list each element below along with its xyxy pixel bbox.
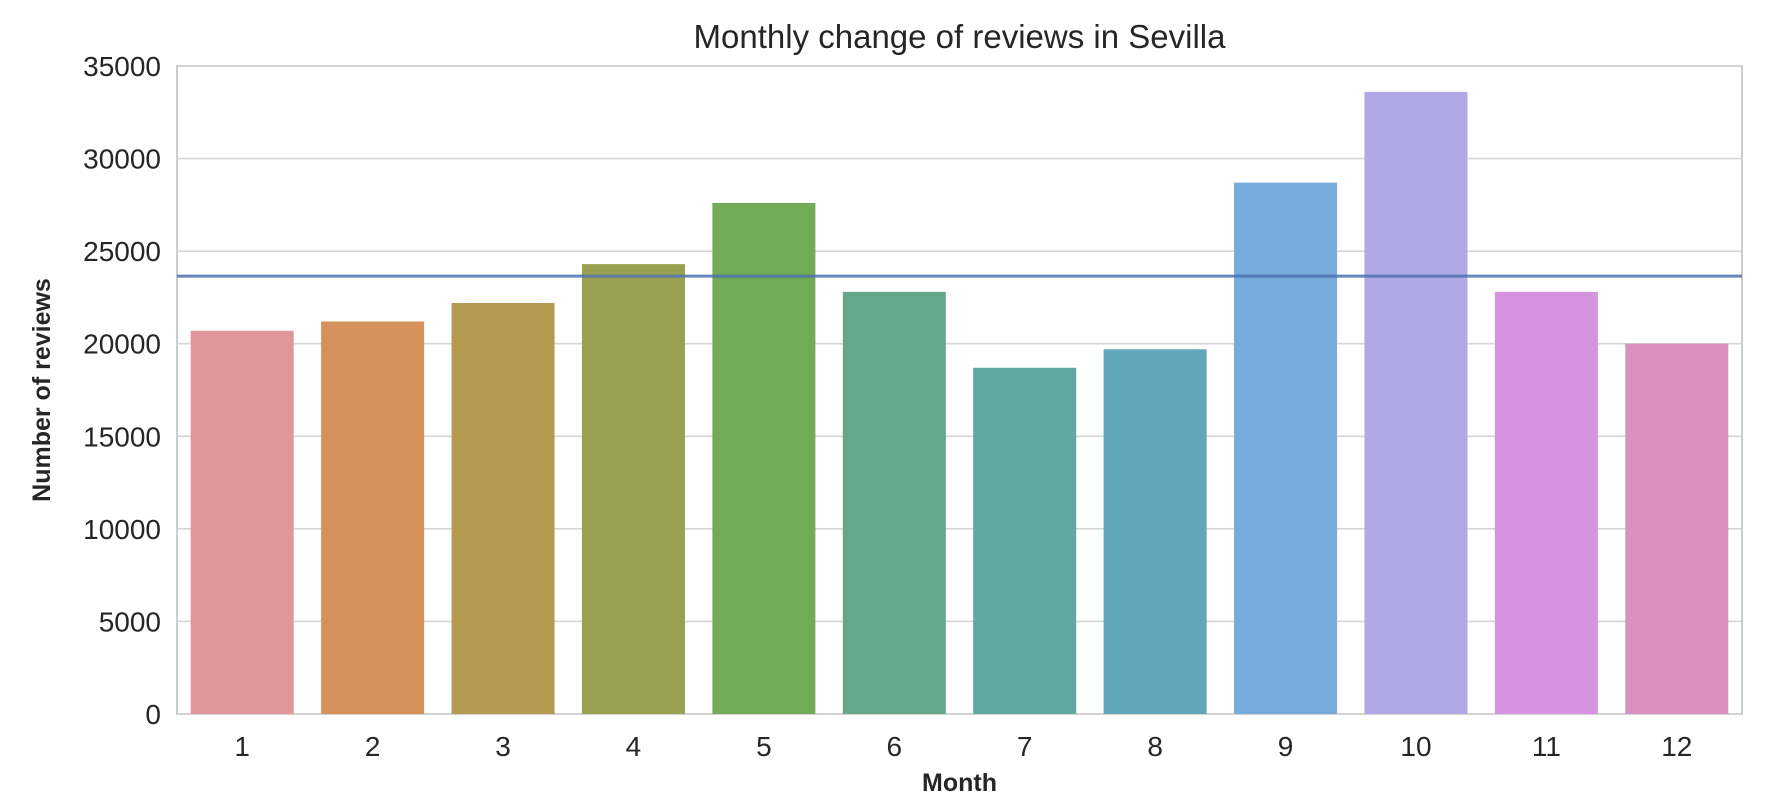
x-tick-label: 10 bbox=[1400, 731, 1431, 762]
bar-month-10 bbox=[1364, 91, 1468, 715]
x-tick-label: 6 bbox=[887, 731, 903, 762]
y-tick-label: 5000 bbox=[99, 606, 161, 637]
y-tick-label: 35000 bbox=[83, 51, 161, 82]
x-tick-label: 2 bbox=[365, 731, 381, 762]
gridlines bbox=[177, 65, 1742, 715]
y-tick-label: 10000 bbox=[83, 514, 161, 545]
bar-month-8 bbox=[1103, 349, 1207, 714]
x-tick-label: 8 bbox=[1147, 731, 1163, 762]
y-tick-label: 15000 bbox=[83, 421, 161, 452]
x-tick-label: 12 bbox=[1661, 731, 1692, 762]
x-tick-label: 3 bbox=[495, 731, 511, 762]
bar-month-12 bbox=[1625, 343, 1729, 714]
bar-month-9 bbox=[1234, 182, 1338, 714]
bar-month-3 bbox=[451, 302, 555, 714]
bar-month-11 bbox=[1494, 291, 1598, 714]
bar-month-5 bbox=[712, 203, 816, 714]
x-tick-label: 11 bbox=[1532, 731, 1561, 762]
x-axis-label: Month bbox=[922, 769, 997, 797]
y-tick-labels: 0 5000 10000 15000 20000 25000 30000 35000 bbox=[83, 51, 161, 730]
y-tick-label: 30000 bbox=[83, 144, 161, 175]
x-tick-label: 9 bbox=[1278, 731, 1294, 762]
x-tick-label: 7 bbox=[1017, 731, 1033, 762]
bar-month-7 bbox=[973, 367, 1077, 714]
y-tick-label: 0 bbox=[145, 699, 161, 730]
x-tick-labels: 1 2 3 4 5 6 7 8 9 10 11 12 bbox=[234, 731, 1692, 762]
bar-month-1 bbox=[190, 330, 294, 714]
x-tick-label: 4 bbox=[626, 731, 642, 762]
chart-title: Monthly change of reviews in Sevilla bbox=[694, 18, 1227, 55]
y-tick-label: 20000 bbox=[83, 329, 161, 360]
bar-month-4 bbox=[581, 264, 685, 714]
x-tick-label: 5 bbox=[756, 731, 772, 762]
y-tick-label: 25000 bbox=[83, 236, 161, 267]
bar-month-6 bbox=[842, 291, 946, 714]
bar-month-2 bbox=[321, 321, 425, 714]
x-tick-label: 1 bbox=[234, 731, 250, 762]
y-axis-label: Number of reviews bbox=[28, 278, 56, 502]
plot-area bbox=[176, 65, 1743, 715]
bars bbox=[190, 91, 1729, 715]
